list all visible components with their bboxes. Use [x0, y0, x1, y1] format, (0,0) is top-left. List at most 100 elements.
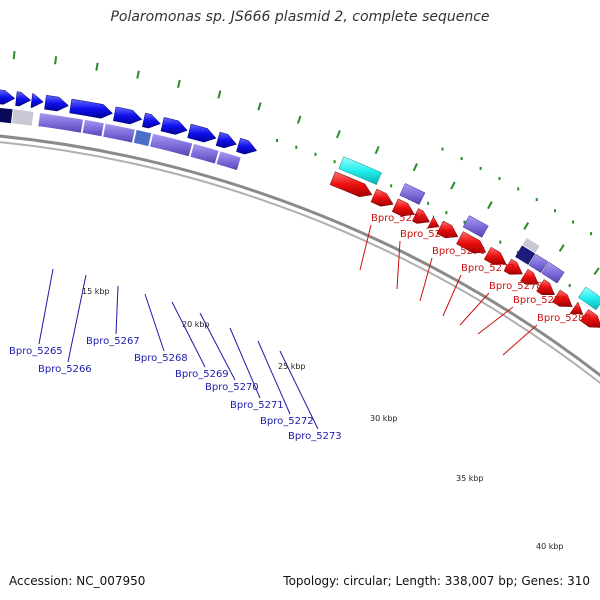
ring-dot — [295, 145, 298, 149]
tick-mark — [558, 244, 565, 252]
ring-dot — [445, 211, 448, 215]
ring-dot — [427, 201, 430, 205]
tick-label-2: 20 kbp — [182, 320, 210, 329]
gene-label-right-3: Bpro_5276 — [432, 246, 486, 257]
tick-label-6: 40 kbp — [536, 542, 564, 551]
ring-dot — [535, 198, 538, 202]
ring-dot — [463, 220, 466, 224]
forward-cds-9 — [187, 123, 217, 143]
gene-label-left-3: Bpro_5267 — [86, 336, 140, 347]
forward-cds-11 — [236, 137, 258, 155]
reverse-cds-10 — [520, 268, 539, 285]
cog-purple-block-1 — [37, 112, 84, 134]
leader-line-left-8 — [257, 340, 291, 415]
ring-dot — [590, 232, 593, 236]
gene-label-right-2: Bpro_5275 — [400, 229, 454, 240]
reverse-cds-9 — [503, 258, 523, 275]
cog-purple-block-r5 — [541, 261, 565, 284]
tick-labels: 15 kbp 20 kbp 25 kbp 30 kbp 35 kbp 40 kbp — [82, 287, 564, 551]
gene-label-right-5: Bpro_5278 — [489, 281, 543, 292]
cog-navy-block — [0, 108, 13, 124]
cog-grey-block — [12, 109, 34, 126]
tick-mark — [95, 62, 99, 71]
gene-features — [0, 89, 600, 328]
tick-label-4: 30 kbp — [370, 414, 398, 423]
gene-label-right-6: Bpro_5279 — [513, 295, 567, 306]
cog-purple-block-5 — [149, 132, 194, 158]
cog-purple-block-r1 — [399, 183, 426, 205]
reverse-cds-8 — [483, 246, 507, 265]
ring-dot — [390, 184, 393, 188]
ring-dot — [572, 220, 575, 224]
cog-purple-block-r3 — [514, 245, 536, 265]
gene-label-left-8: Bpro_5272 — [260, 416, 314, 427]
reverse-cds-6 — [436, 220, 459, 239]
cog-purple-block-7 — [215, 150, 242, 172]
forward-cds-5 — [69, 98, 114, 119]
tick-mark — [593, 267, 600, 276]
tick-mark — [176, 79, 181, 89]
gene-label-left-5: Bpro_5269 — [175, 369, 229, 380]
tick-mark — [523, 222, 530, 230]
forward-cds-4 — [44, 95, 70, 112]
tick-mark — [12, 51, 16, 60]
gene-label-right-7: Bpro_5280 — [537, 313, 591, 324]
leader-line-left-2 — [67, 274, 87, 363]
cog-purple-block-4 — [132, 129, 153, 148]
tick-mark — [296, 115, 302, 124]
forward-cds-6 — [113, 106, 143, 125]
leader-line-left-3 — [115, 285, 119, 335]
tick-label-3: 25 kbp — [278, 362, 306, 371]
forward-cds-10 — [215, 131, 237, 149]
rna-cyan-block-1 — [338, 156, 382, 185]
topology-info-text: Topology: circular; Length: 338,007 bp; … — [283, 574, 590, 588]
reverse-cds-5 — [425, 215, 440, 230]
gene-label-left-9: Bpro_5273 — [288, 431, 342, 442]
backbone-outer — [0, 134, 600, 378]
ring-dot — [441, 147, 444, 151]
tick-mark — [336, 130, 341, 139]
ring-dot — [499, 240, 502, 244]
accession-text: Accession: NC_007950 — [9, 574, 146, 588]
ring-dot — [276, 139, 278, 142]
reverse-cds-2 — [370, 188, 394, 207]
tick-mark — [450, 181, 456, 190]
forward-cds-7 — [142, 112, 161, 129]
leader-line-left-7 — [229, 327, 261, 399]
reverse-cds-11 — [536, 279, 555, 295]
tick-mark — [374, 145, 380, 155]
tick-marks — [12, 51, 600, 276]
gene-label-left-6: Bpro_5270 — [205, 382, 259, 393]
tick-mark — [257, 102, 262, 111]
backbone-ring — [0, 134, 600, 385]
leader-line-left-9 — [279, 350, 319, 430]
ring-dot — [479, 166, 482, 170]
forward-cds-3 — [30, 93, 44, 108]
ring-dot — [568, 284, 571, 287]
leader-line-left-4 — [144, 293, 165, 352]
reverse-cds-4 — [411, 208, 431, 224]
leader-line-right-1 — [359, 224, 372, 271]
gene-label-left-7: Bpro_5271 — [230, 400, 284, 411]
leader-line-left-5 — [171, 301, 206, 368]
reverse-cds-12 — [552, 289, 573, 307]
ring-dot — [460, 157, 463, 161]
label-leader-lines — [38, 224, 538, 430]
leader-line-right-3 — [419, 257, 433, 302]
ring-dot — [554, 209, 556, 213]
gene-label-left-4: Bpro_5268 — [134, 353, 188, 364]
ring-dot — [498, 177, 501, 180]
tick-mark — [217, 90, 222, 99]
forward-cds-2 — [15, 91, 32, 107]
cog-purple-block-r4 — [528, 253, 549, 273]
leader-line-right-2 — [396, 240, 401, 290]
gene-label-left-2: Bpro_5266 — [38, 364, 92, 375]
cog-purple-block-6 — [189, 142, 220, 165]
tick-mark — [136, 70, 140, 79]
gene-labels: Bpro_5265 Bpro_5266 Bpro_5267 Bpro_5268 Bpro… — [9, 213, 591, 442]
tick-label-1: 15 kbp — [82, 287, 110, 296]
tick-mark — [487, 201, 493, 210]
reverse-cds-3 — [391, 198, 415, 217]
tick-mark — [412, 163, 418, 172]
ring-dot — [517, 187, 520, 191]
